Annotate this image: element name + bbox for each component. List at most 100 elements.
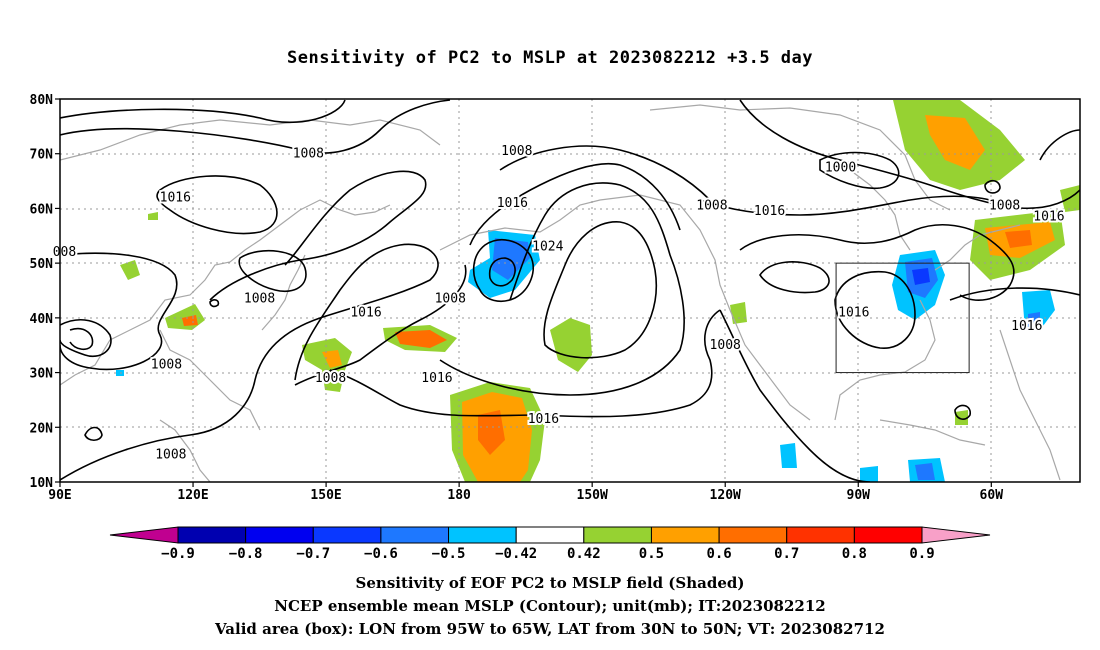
mslp-contour xyxy=(60,319,112,357)
colorbar-swatch xyxy=(312,526,382,544)
shade-blob xyxy=(1005,230,1032,248)
lon-tick-label: 120W xyxy=(710,488,741,503)
mslp-contour xyxy=(984,179,1001,194)
lat-tick-label: 80N xyxy=(30,93,54,108)
shade-blob xyxy=(165,304,205,330)
latitude-tick-labels: 80N 70N 60N 50N 40N 30N 20N 10N xyxy=(30,93,60,491)
colorbar-label: 0.5 xyxy=(639,546,664,562)
colorbar-label: −0.9 xyxy=(161,546,195,562)
colorbar-swatch xyxy=(583,526,652,544)
lat-tick-label: 10N xyxy=(30,476,54,491)
longitude-tick-labels: 90E 120E 150E 180 150W 120W 90W 60W xyxy=(48,482,1003,503)
colorbar-label: 0.7 xyxy=(774,546,799,562)
contour-label: 1008 xyxy=(501,144,532,159)
contour-label: 1008 xyxy=(293,147,324,162)
mslp-contour xyxy=(329,309,721,418)
lon-tick-label: 60W xyxy=(980,488,1004,503)
coastline xyxy=(849,169,911,251)
shade-blob xyxy=(395,330,447,348)
map-title: Sensitivity of PC2 to MSLP at 2023082212… xyxy=(286,48,813,68)
mslp-contour xyxy=(499,145,711,201)
colorbar-high-arrow xyxy=(921,526,991,544)
contour-label: 1008 xyxy=(435,292,466,307)
colorbar-label: −0.8 xyxy=(229,546,263,562)
lon-tick-label: 90E xyxy=(48,488,71,503)
valid-area-box xyxy=(835,262,970,374)
grid-layer xyxy=(60,99,1080,482)
colorbar-label: −0.5 xyxy=(432,546,466,562)
mslp-contour xyxy=(60,99,451,154)
mslp-contour xyxy=(949,287,1080,301)
shade-blob xyxy=(915,463,935,480)
mslp-contour xyxy=(60,99,346,124)
colorbar-swatch xyxy=(515,526,585,544)
lat-tick-label: 50N xyxy=(30,257,54,272)
mslp-contour xyxy=(60,252,178,371)
lat-tick-label: 20N xyxy=(30,421,54,436)
mslp-contour xyxy=(84,426,103,442)
shade-blob xyxy=(912,268,930,285)
shade-blob xyxy=(302,338,352,392)
mslp-contour xyxy=(719,309,871,482)
colorbar: −0.9 −0.8 −0.7 −0.6 −0.5 −0.42 0.42 0.5 0.6 0.7 0.… xyxy=(109,526,991,562)
shade-blob xyxy=(925,115,985,170)
coastline xyxy=(934,224,1021,271)
coastline xyxy=(879,419,986,446)
contour-label: 1008 xyxy=(696,199,727,214)
contour-label: 1016 xyxy=(421,371,452,386)
lon-tick-label: 150W xyxy=(577,488,608,503)
colorbar-swatch xyxy=(853,526,923,544)
shade-blob xyxy=(780,443,797,468)
lat-tick-label: 60N xyxy=(30,202,54,217)
mslp-contour xyxy=(819,151,900,190)
colorbar-swatch xyxy=(786,526,855,544)
footer-line-2: NCEP ensemble mean MSLP (Contour); unit(… xyxy=(274,597,826,615)
mslp-contour xyxy=(69,327,94,351)
shade-blob xyxy=(492,238,530,280)
mslp-contour xyxy=(834,270,916,349)
lon-tick-label: 180 xyxy=(447,488,471,503)
contour-label: 1016 xyxy=(754,204,785,219)
mslp-contour xyxy=(954,404,971,420)
mslp-contour xyxy=(209,170,427,301)
mslp-contour xyxy=(488,257,516,287)
contour-label: 1008 xyxy=(151,357,182,372)
plot-frame xyxy=(59,98,1081,483)
coastline xyxy=(159,329,261,431)
colorbar-label: −0.42 xyxy=(495,546,537,562)
shade-blob xyxy=(148,212,158,220)
contour-label: 1008 xyxy=(244,292,275,307)
colorbar-label: 0.6 xyxy=(706,546,731,562)
contour-layer xyxy=(60,99,1080,482)
colorbar-label: −0.6 xyxy=(364,546,398,562)
shade-blob xyxy=(120,260,140,280)
mslp-contour xyxy=(472,239,534,302)
shaded-sensitivity-layer xyxy=(116,100,1080,482)
mslp-contour xyxy=(469,162,681,246)
colorbar-swatch xyxy=(380,526,450,544)
colorbar-label: 0.9 xyxy=(909,546,934,562)
contour-label: 1024 xyxy=(532,240,563,255)
colorbar-label: 0.42 xyxy=(567,546,601,562)
colorbar-swatch xyxy=(650,526,720,544)
coastline xyxy=(649,104,951,211)
mslp-contour xyxy=(1039,129,1080,161)
shade-blob xyxy=(955,410,968,425)
contour-label: 1008 xyxy=(989,199,1020,214)
shade-blob xyxy=(1028,312,1040,328)
colorbar-swatch xyxy=(245,526,314,544)
contour-label: 1008 xyxy=(315,371,346,386)
lon-tick-label: 150E xyxy=(310,488,341,503)
colorbar-low-arrow xyxy=(109,526,179,544)
coastline xyxy=(261,254,306,331)
contour-label: 1016 xyxy=(1033,210,1064,225)
contour-label: 1016 xyxy=(350,305,381,320)
shade-blob xyxy=(730,302,747,324)
contour-label: 1000 xyxy=(825,160,856,175)
coastline xyxy=(834,299,936,421)
contour-label: 1016 xyxy=(160,190,191,205)
footer-line-3: Valid area (box): LON from 95W to 65W, L… xyxy=(215,620,885,638)
mslp-contour xyxy=(699,195,991,216)
contour-label: 008 xyxy=(53,245,76,260)
lat-tick-label: 70N xyxy=(30,148,54,163)
